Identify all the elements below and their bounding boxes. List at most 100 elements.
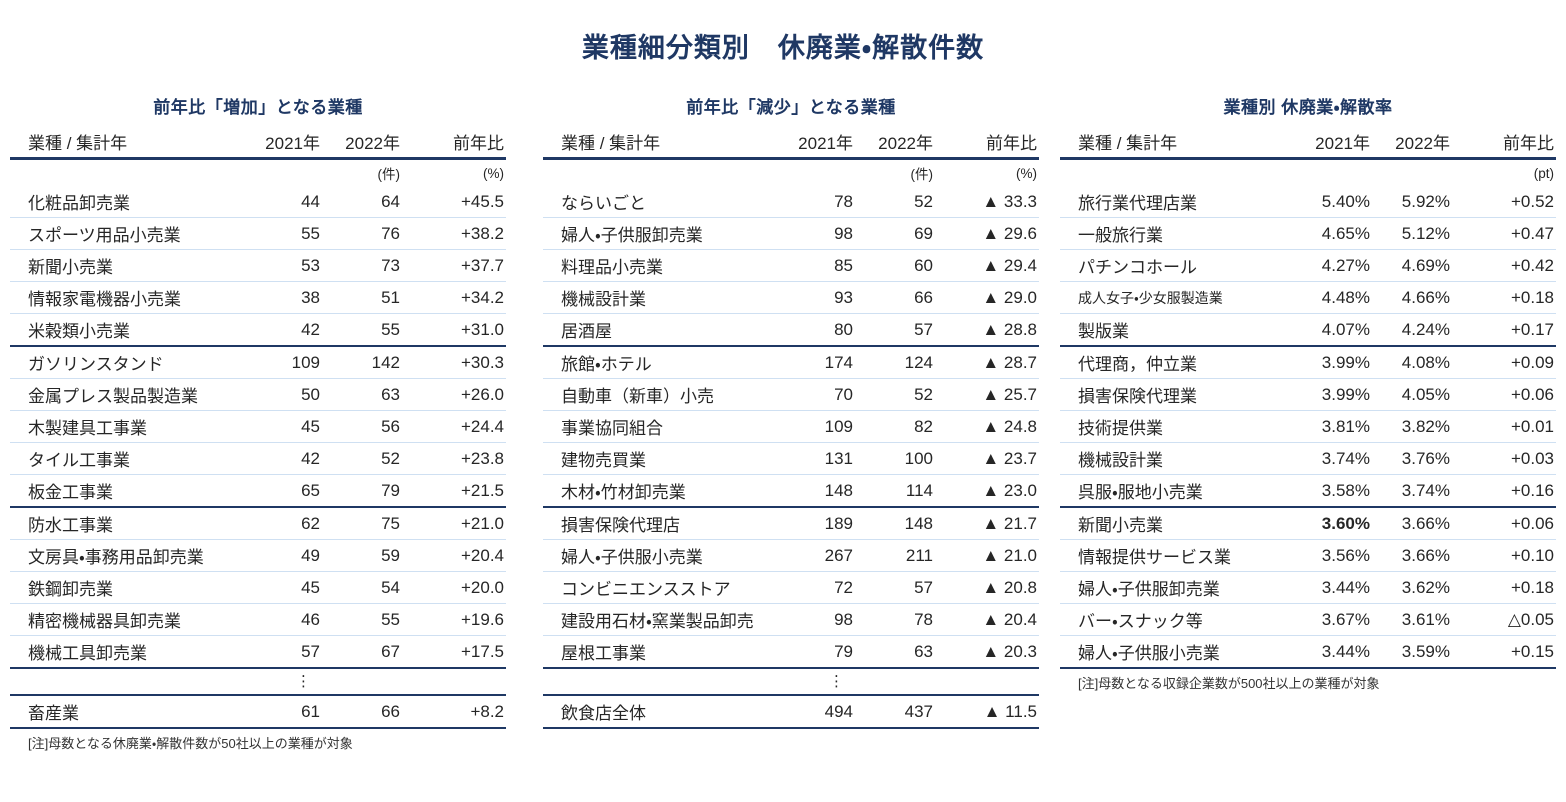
table-decrease: 前年比「減少」となる業種 業種 / 集計年 2021年 2022年 前年比 (件… [543,93,1039,729]
row-value-yoy: +0.52 [1510,191,1554,211]
row-value-yoy: +37.7 [460,255,504,275]
row-value-2021: 85 [834,255,853,275]
table-note: [注]母数となる休廃業・解散件数が50社以上の業種が対象 [28,736,353,751]
row-industry-label: パチンコホール [1078,258,1197,277]
row-value-yoy: +26.0 [460,384,504,404]
row-industry-label: 板金工事業 [28,483,113,502]
row-value-2022: 3.59% [1401,641,1450,661]
row-value-yoy: +24.4 [460,416,504,436]
row-value-2022: 3.66% [1401,545,1450,565]
row-industry-label: 製版業 [1078,322,1129,341]
row-value-yoy: +0.01 [1510,416,1554,436]
page-title: 業種細分類別 休廃業・解散件数 [581,33,985,63]
column-header-yoy: 前年比 [453,134,504,153]
row-value-yoy: ▲ 28.7 [982,352,1037,372]
row-industry-label: 成人女子・少女服製造業 [1078,289,1223,306]
row-value-2022: 3.62% [1401,577,1450,597]
table-header-row: 業種 / 集計年 2021年 2022年 前年比 [543,126,1039,160]
row-industry-label: ガソリンスタンド [28,355,164,374]
row-value-2021: 70 [834,384,853,404]
row-value-2022: 56 [381,416,400,436]
table-row: 婦人・子供服卸売業 3.44% 3.62% +0.18 [1060,572,1556,604]
row-value-2021: 4.48% [1321,287,1370,307]
row-value-yoy: +17.5 [460,641,504,661]
row-industry-label: 化粧品卸売業 [28,194,130,213]
row-industry-label: 居酒屋 [561,322,612,341]
row-value-yoy: ▲ 33.3 [982,191,1037,211]
row-value-yoy: ▲ 29.6 [982,223,1037,243]
row-value-2021: 42 [301,448,320,468]
row-value-2022: 52 [914,384,933,404]
row-industry-label: 屋根工事業 [561,644,646,663]
table-subtitle: 業種別 休廃業・解散率 [1223,98,1393,117]
row-value-2021: 109 [291,352,320,372]
row-value-yoy: +0.42 [1510,255,1554,275]
row-value-yoy: +30.3 [460,352,504,372]
table-row: 旅行業代理店業 5.40% 5.92% +0.52 [1060,186,1556,218]
table-header-row: 業種 / 集計年 2021年 2022年 前年比 [1060,126,1556,160]
column-header-yoy: 前年比 [986,134,1037,153]
row-value-2021: 3.74% [1321,448,1370,468]
table-body: 旅行業代理店業 5.40% 5.92% +0.52 一般旅行業 4.65% 5.… [1060,186,1556,669]
row-value-2021: 45 [301,577,320,597]
row-value-2022: 52 [381,448,400,468]
summary-label: 飲食店全体 [561,704,646,723]
row-value-2022: 142 [371,352,400,372]
table-row: スポーツ用品小売業 55 76 +38.2 [10,218,506,250]
row-industry-label: 木材・竹材卸売業 [561,483,686,502]
table-row: 情報提供サービス業 3.56% 3.66% +0.10 [1060,540,1556,572]
table-rate: 業種別 休廃業・解散率 業種 / 集計年 2021年 2022年 前年比 (pt… [1060,93,1556,692]
row-value-2021: 46 [301,609,320,629]
row-value-yoy: +19.6 [460,609,504,629]
summary-2022: 437 [904,701,933,721]
table-body: ならいごと 78 52 ▲ 33.3 婦人・子供服卸売業 98 69 ▲ 29.… [543,186,1039,669]
column-header-yoy: 前年比 [1503,134,1554,153]
row-value-2022: 63 [914,641,933,661]
row-value-yoy: +0.15 [1510,641,1554,661]
row-value-2022: 82 [914,416,933,436]
row-value-2022: 55 [381,319,400,339]
table-row: 事業協同組合 109 82 ▲ 24.8 [543,411,1039,443]
row-value-2021: 3.99% [1321,352,1370,372]
row-industry-label: 損害保険代理店 [561,516,680,535]
row-value-2021: 148 [824,480,853,500]
row-value-yoy: +20.0 [460,577,504,597]
table-row: 呉服・服地小売業 3.58% 3.74% +0.16 [1060,475,1556,508]
row-value-2021: 45 [301,416,320,436]
row-value-yoy: ▲ 20.4 [982,609,1037,629]
row-value-2021: 174 [824,352,853,372]
table-row: ガソリンスタンド 109 142 +30.3 [10,347,506,379]
row-value-yoy: ▲ 28.8 [982,319,1037,339]
row-value-2021: 3.44% [1321,577,1370,597]
row-industry-label: 新聞小売業 [28,258,113,277]
row-value-2021: 3.58% [1321,480,1370,500]
row-value-2021: 93 [834,287,853,307]
row-value-2021: 53 [301,255,320,275]
table-row: 米穀類小売業 42 55 +31.0 [10,314,506,347]
row-value-yoy: ▲ 20.8 [982,577,1037,597]
row-value-yoy: +38.2 [460,223,504,243]
table-row: 建物売買業 131 100 ▲ 23.7 [543,443,1039,475]
unit-cell: (件) [910,167,934,182]
table-row: 化粧品卸売業 44 64 +45.5 [10,186,506,218]
row-value-2022: 5.12% [1401,223,1450,243]
table-subtitle: 前年比「増加」となる業種 [153,98,363,117]
row-industry-label: バー・スナック等 [1078,612,1203,631]
table-header-row: 業種 / 集計年 2021年 2022年 前年比 [10,126,506,160]
row-value-yoy: +34.2 [460,287,504,307]
row-industry-label: 精密機械器具卸売業 [28,612,181,631]
row-value-2021: 189 [824,513,853,533]
row-value-yoy: ▲ 21.7 [982,513,1037,533]
row-industry-label: 文房具・事務用品卸売業 [28,548,204,567]
summary-yoy: ▲ 11.5 [983,701,1037,721]
unit-cell: (pt) [1533,165,1554,181]
unit-cell: (%) [1016,165,1037,181]
row-value-2021: 3.99% [1321,384,1370,404]
row-value-2021: 4.07% [1321,319,1370,339]
row-industry-label: 建設用石材・窯業製品卸売 [561,612,754,631]
table-note: [注]母数となる収録企業数が500社以上の業種が対象 [1078,676,1380,691]
row-value-yoy: +0.06 [1510,384,1554,404]
row-value-2021: 98 [834,223,853,243]
row-value-yoy: ▲ 23.7 [982,448,1037,468]
row-industry-label: コンビニエンスストア [561,580,731,599]
